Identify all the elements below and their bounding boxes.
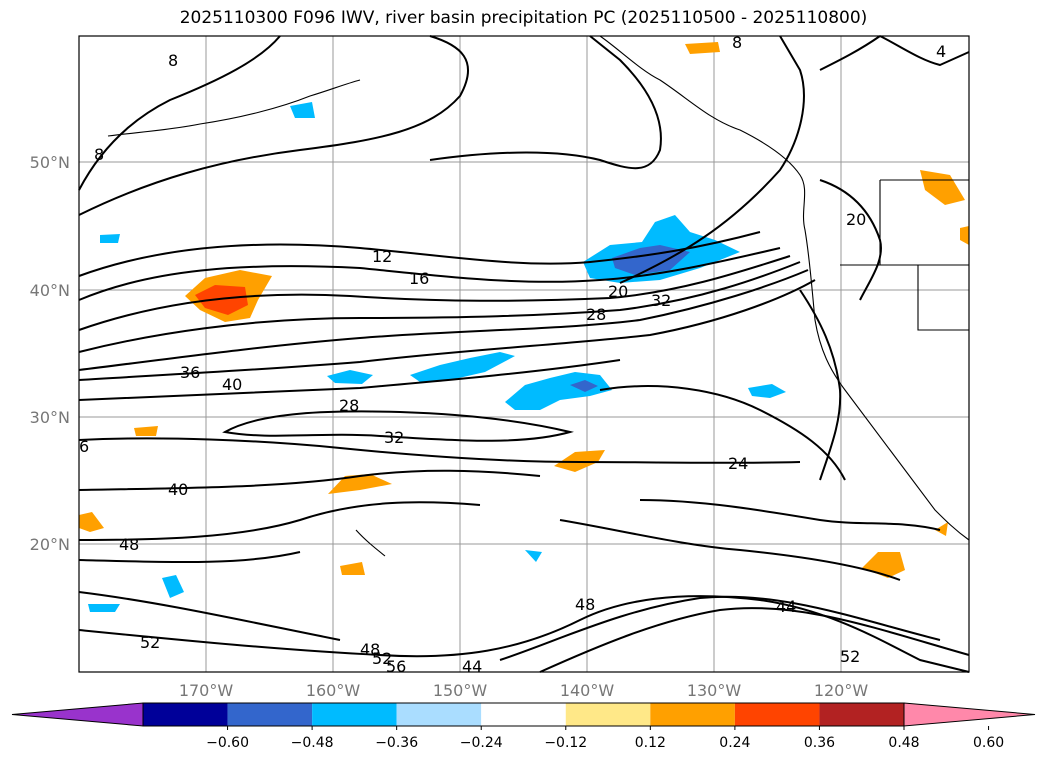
colorbar-segment [143, 703, 228, 726]
contour-label-32-b: 32 [384, 428, 404, 447]
contour-label-16: 16 [409, 269, 429, 288]
colorbar-segment [227, 703, 313, 726]
contour-label-52-c: 52 [372, 649, 392, 668]
contour-label-6: 6 [79, 437, 89, 456]
colorbar-extend-min [11, 702, 144, 727]
lat-label-20n: 20°N [30, 535, 70, 554]
contour-label-28: 28 [586, 305, 606, 324]
contour-label-44: 44 [776, 597, 796, 616]
lon-label-140w: 140°W [560, 681, 615, 700]
contour-label-44-b: 44 [462, 657, 482, 676]
contour-label-40-b: 40 [168, 480, 188, 499]
lat-label-30n: 30°N [30, 408, 70, 427]
colorbar-tick-label: 0.12 [635, 735, 666, 751]
contour-label-20-b: 20 [846, 210, 866, 229]
map-title: 2025110300 F096 IWV, river basin precipi… [179, 8, 868, 28]
colorbar-extend-max [903, 702, 1036, 727]
contour-label-40: 40 [222, 375, 242, 394]
contour-label-52: 52 [140, 633, 160, 652]
contour-label-48: 48 [119, 535, 139, 554]
colorbar-tick-label: −0.36 [375, 735, 418, 751]
contour-label-36: 36 [180, 363, 200, 382]
lon-label-120w: 120°W [814, 681, 869, 700]
coastlines [107, 35, 970, 557]
colorbar-outline [142, 702, 905, 727]
lon-label-170w: 170°W [179, 681, 234, 700]
colorbar-segment [650, 703, 735, 726]
contour-label-20: 20 [608, 282, 628, 301]
contour-label-48-c: 48 [360, 640, 380, 659]
contour-label-32: 32 [651, 291, 671, 310]
lat-label-50n: 50°N [30, 153, 70, 172]
lon-label-160w: 160°W [306, 681, 361, 700]
contour-label-24: 24 [728, 454, 748, 473]
contour-label-8-b: 8 [94, 145, 104, 164]
contour-label-8-c: 8 [732, 33, 742, 52]
contour-label-52-b: 52 [840, 647, 860, 666]
contour-label-56: 56 [386, 657, 406, 676]
lon-label-130w: 130°W [687, 681, 742, 700]
colorbar-tick-label: −0.60 [206, 735, 249, 751]
colorbar-tick-label: −0.24 [460, 735, 503, 751]
contour-labels: 12 16 20 28 32 36 40 28 32 40 48 6 24 48… [79, 33, 946, 676]
longitude-labels: 170°W 160°W 150°W 140°W 130°W 120°W [179, 681, 869, 700]
colorbar-tick-label: 0.48 [888, 735, 919, 751]
map-area [79, 36, 969, 672]
colorbar-tick-label: 0.24 [719, 735, 750, 751]
lon-label-150w: 150°W [433, 681, 488, 700]
latitude-labels: 50°N 40°N 30°N 20°N [30, 153, 70, 554]
map-frame [78, 35, 970, 673]
contour-label-28-b: 28 [339, 396, 359, 415]
colorbar-tick-label: −0.12 [544, 735, 587, 751]
colorbar-segment [565, 703, 651, 726]
contour-label-12: 12 [372, 247, 392, 266]
colorbar-segment [734, 703, 820, 726]
graticule [79, 36, 969, 672]
contour-label-8: 8 [168, 51, 178, 70]
lat-label-40n: 40°N [30, 281, 70, 300]
colorbar-segment [396, 703, 482, 726]
colorbar-tick-label: 0.60 [973, 735, 1004, 751]
colorbar-tick-label: 0.36 [804, 735, 835, 751]
colorbar-segment [312, 703, 397, 726]
contour-label-48-b: 48 [575, 595, 595, 614]
contour-label-4: 4 [936, 42, 946, 61]
colorbar-segment [819, 703, 904, 726]
colorbar-segment [481, 703, 566, 726]
colorbar: −0.60 −0.48 −0.36 −0.24 −0.12 0.12 0.24 0.36 0.4… [11, 702, 1036, 751]
colorbar-tick-label: −0.48 [291, 735, 334, 751]
